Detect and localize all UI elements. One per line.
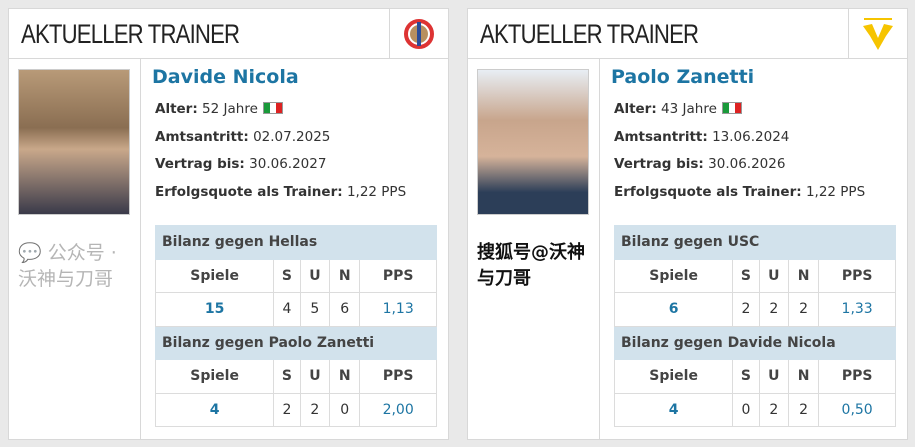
pps-value[interactable]: 1,33 (818, 292, 896, 327)
table-title: Bilanz gegen Hellas (155, 225, 437, 260)
table-title: Bilanz gegen USC (614, 225, 896, 260)
stat-value: 4 (273, 292, 301, 327)
club-logo-icon[interactable] (848, 9, 907, 58)
rate-value: 1,22 PPS (346, 184, 407, 200)
wechat-icon: 💬 (18, 242, 42, 264)
start-value: 02.07.2025 (253, 129, 331, 145)
age-label: Alter: (614, 101, 657, 117)
rate-label: Erfolgsquote als Trainer: (614, 184, 802, 200)
table-row: 15 4 5 6 1,13 (154, 292, 437, 327)
stat-value: 2 (758, 392, 790, 427)
pps-value[interactable]: 1,13 (359, 292, 437, 327)
stat-value: 2 (788, 292, 820, 327)
contract-value: 30.06.2027 (249, 156, 327, 172)
table-row: 4 0 2 2 0,50 (613, 392, 896, 427)
coach-card: AKTUELLER TRAINER Paolo Zanetti Alter: 4… (467, 8, 908, 440)
rate-value: 1,22 PPS (805, 184, 866, 200)
club-logo-icon[interactable] (389, 9, 448, 58)
divider (140, 59, 141, 439)
table-row: 4 2 2 0 2,00 (154, 392, 437, 427)
start-value: 13.06.2024 (712, 129, 790, 145)
column-header: S (273, 258, 301, 293)
stat-value: 2 (732, 292, 760, 327)
age-value: 52 Jahre (202, 101, 258, 117)
column-header: U (758, 258, 790, 293)
contract-value: 30.06.2026 (708, 156, 786, 172)
stat-value: 6 (329, 292, 361, 327)
card-header: AKTUELLER TRAINER (9, 9, 448, 59)
table-title: Bilanz gegen Paolo Zanetti (155, 325, 437, 360)
divider (599, 59, 600, 439)
stat-value: 2 (788, 392, 820, 427)
age-value: 43 Jahre (661, 101, 717, 117)
stat-value: 5 (299, 292, 331, 327)
column-header: PPS (818, 359, 896, 394)
column-header: Spiele (613, 258, 734, 293)
stat-value: 0 (329, 392, 361, 427)
column-header: N (329, 359, 361, 394)
games-link[interactable]: 4 (613, 392, 734, 427)
start-label: Amtsantritt: (155, 129, 249, 145)
column-header: PPS (359, 359, 437, 394)
column-header: PPS (359, 258, 437, 293)
card-title: AKTUELLER TRAINER (480, 19, 699, 49)
start-label: Amtsantritt: (614, 129, 708, 145)
age-label: Alter: (155, 101, 198, 117)
rate-label: Erfolgsquote als Trainer: (155, 184, 343, 200)
contract-label: Vertrag bis: (155, 156, 245, 172)
table-row: 6 2 2 2 1,33 (613, 292, 896, 327)
record-table: Bilanz gegen Hellas Spiele S U N PPS 15 4 5 6 1,… (154, 225, 437, 427)
column-header: U (299, 359, 331, 394)
stat-value: 2 (273, 392, 301, 427)
pps-value[interactable]: 0,50 (818, 392, 896, 427)
games-link[interactable]: 15 (154, 292, 275, 327)
column-header: PPS (818, 258, 896, 293)
column-header: N (788, 258, 820, 293)
coach-name-link[interactable]: Davide Nicola (152, 66, 299, 88)
table-title: Bilanz gegen Davide Nicola (614, 325, 896, 360)
column-header: Spiele (154, 258, 275, 293)
coach-name-link[interactable]: Paolo Zanetti (611, 66, 755, 88)
record-table: Bilanz gegen USC Spiele S U N PPS 6 2 2 2 1,33 Bi… (613, 225, 896, 427)
games-link[interactable]: 6 (613, 292, 734, 327)
column-header: S (732, 359, 760, 394)
column-header: Spiele (613, 359, 734, 394)
pps-value[interactable]: 2,00 (359, 392, 437, 427)
age-row: Alter: 52 Jahre (155, 101, 283, 117)
column-header: U (299, 258, 331, 293)
watermark-text: 公众号 · 沃神与刀哥 (18, 242, 117, 290)
stat-value: 2 (758, 292, 790, 327)
contract-label: Vertrag bis: (614, 156, 704, 172)
games-link[interactable]: 4 (154, 392, 275, 427)
coach-photo[interactable] (477, 69, 589, 215)
column-header: Spiele (154, 359, 275, 394)
column-header: N (788, 359, 820, 394)
italy-flag-icon (721, 102, 742, 114)
age-row: Alter: 43 Jahre (614, 101, 742, 117)
column-header: S (273, 359, 301, 394)
card-header: AKTUELLER TRAINER (468, 9, 907, 59)
coach-photo[interactable] (18, 69, 130, 215)
stat-value: 2 (299, 392, 331, 427)
column-header: U (758, 359, 790, 394)
sohu-watermark: 搜狐号@沃神与刀哥 (477, 242, 585, 289)
stat-value: 0 (732, 392, 760, 427)
card-title: AKTUELLER TRAINER (21, 19, 240, 49)
column-header: S (732, 258, 760, 293)
column-header: N (329, 258, 361, 293)
wechat-watermark: 💬 公众号 · 沃神与刀哥 (18, 240, 128, 292)
italy-flag-icon (262, 102, 283, 114)
coach-card: AKTUELLER TRAINER Davide Nicola Alter: 5… (8, 8, 449, 440)
